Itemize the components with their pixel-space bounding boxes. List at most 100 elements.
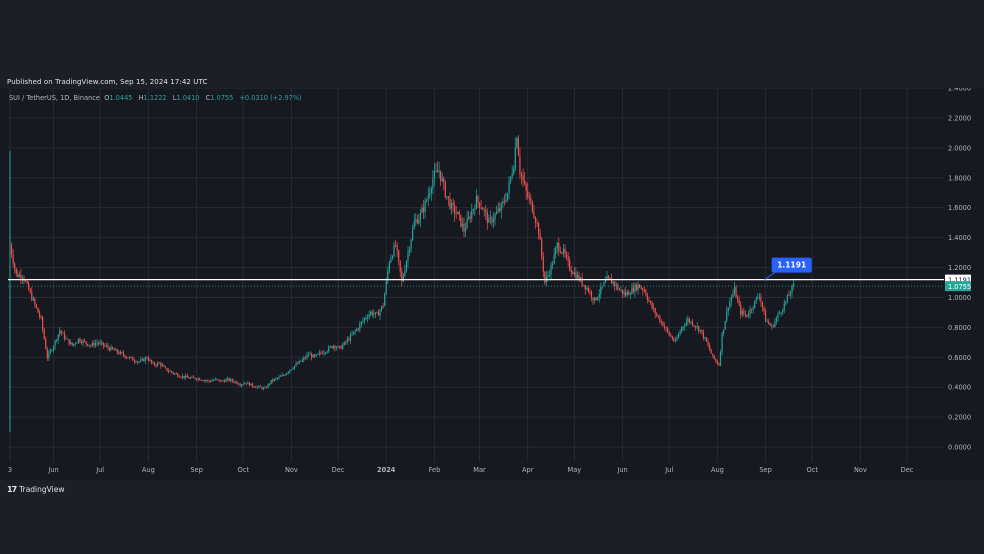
candle-body (436, 170, 439, 173)
candle-body (297, 363, 299, 365)
candle-body (171, 371, 173, 373)
candle-body (718, 363, 720, 366)
candle-body (300, 361, 302, 362)
candle-body (191, 376, 193, 378)
candle-body (150, 359, 153, 363)
candle-body (561, 252, 563, 254)
y-tick-label: 2.4000 (948, 88, 971, 93)
candle-body (208, 380, 210, 382)
candle-body (578, 274, 580, 281)
candle-body (408, 249, 411, 253)
candle-body (183, 375, 185, 378)
candle-body (401, 271, 403, 282)
candle-body (502, 201, 504, 204)
candle-body (312, 354, 314, 358)
candle-body (486, 212, 488, 223)
candle-body (746, 314, 748, 317)
candle-body (57, 334, 59, 341)
candle-body (158, 362, 160, 364)
candle-body (754, 300, 756, 308)
candle-body (87, 343, 89, 346)
symbol-name: SUI / TetherUS, 1D, Binance (9, 94, 100, 102)
price-chart[interactable]: 2.4000 2.2000 2.0000 1.8000 1.6000 1.4000 1.20… (0, 88, 984, 480)
candle-body (108, 347, 111, 351)
candle-body (772, 325, 774, 327)
candle-body (593, 297, 596, 301)
candle-body (42, 317, 44, 330)
candle-body (592, 297, 594, 301)
candle-body (528, 196, 530, 199)
candle-body (690, 321, 692, 323)
candle-body (167, 370, 170, 372)
candle-body (343, 341, 345, 345)
candle-body (54, 340, 56, 347)
candle-body (729, 301, 731, 308)
change-value: +0.0310 (+2.97%) (239, 94, 302, 102)
y-tick-label: 1.0000 (948, 294, 971, 302)
candle-body (659, 317, 661, 322)
candle-body (609, 277, 611, 280)
candle-body (251, 383, 254, 387)
candle-body (385, 280, 387, 294)
candle-body (192, 376, 195, 378)
candle-body (531, 201, 533, 212)
candle-body (29, 289, 31, 292)
candle-body (621, 289, 624, 294)
candle-body (663, 326, 666, 328)
candle-body (763, 307, 765, 312)
candle-body (786, 295, 788, 302)
candle-body (419, 212, 422, 220)
published-note: Published on TradingView.com, Sep 15, 20… (7, 78, 208, 86)
candle-body (505, 200, 507, 202)
candle-body (589, 291, 591, 293)
candle-body (115, 349, 117, 351)
candle-body (20, 274, 22, 279)
x-tick-label: Sep (759, 466, 771, 474)
candle-body (46, 349, 48, 359)
candle-body (637, 284, 639, 290)
candle-body (45, 338, 47, 350)
y-tick-label: 1.6000 (948, 204, 971, 212)
candle-body (185, 375, 187, 378)
candle-body (430, 188, 432, 193)
candle-body (275, 378, 277, 380)
high-label: H (138, 94, 144, 102)
candle-body (764, 311, 767, 322)
candle-body (209, 381, 212, 383)
candle-body (248, 382, 251, 386)
candle-body (440, 170, 442, 181)
candle-body (143, 359, 145, 362)
candle-body (225, 379, 227, 382)
candle-body (227, 378, 229, 380)
candle-body (175, 373, 177, 375)
candle-body (472, 209, 474, 211)
candle-body (547, 275, 549, 277)
candle-body (715, 359, 717, 362)
candle-body (737, 297, 739, 300)
candle-body (544, 271, 546, 283)
y-tick-label: 0.0000 (948, 444, 971, 452)
candle-body (514, 147, 516, 169)
candle-body (269, 383, 271, 385)
candle-body (508, 181, 510, 193)
level-price-tag-label: 1.1191 (948, 277, 971, 285)
candle-body (541, 239, 543, 257)
candle-body (426, 200, 428, 202)
candle-body (164, 366, 167, 368)
candle-body (239, 384, 241, 386)
candle-body (696, 326, 698, 328)
candle-body (387, 270, 389, 281)
candle-body (368, 314, 370, 318)
candle-body (698, 326, 700, 332)
candle-body (455, 213, 457, 215)
candle-body (393, 244, 395, 257)
candle-body (289, 369, 291, 372)
candle-body (195, 378, 198, 380)
candle-body (548, 274, 551, 276)
candle-body (205, 380, 207, 382)
candle-body (688, 318, 691, 323)
candle-body (133, 360, 135, 362)
candle-body (377, 312, 380, 316)
candle-body (256, 386, 258, 388)
candle-body (338, 345, 341, 347)
